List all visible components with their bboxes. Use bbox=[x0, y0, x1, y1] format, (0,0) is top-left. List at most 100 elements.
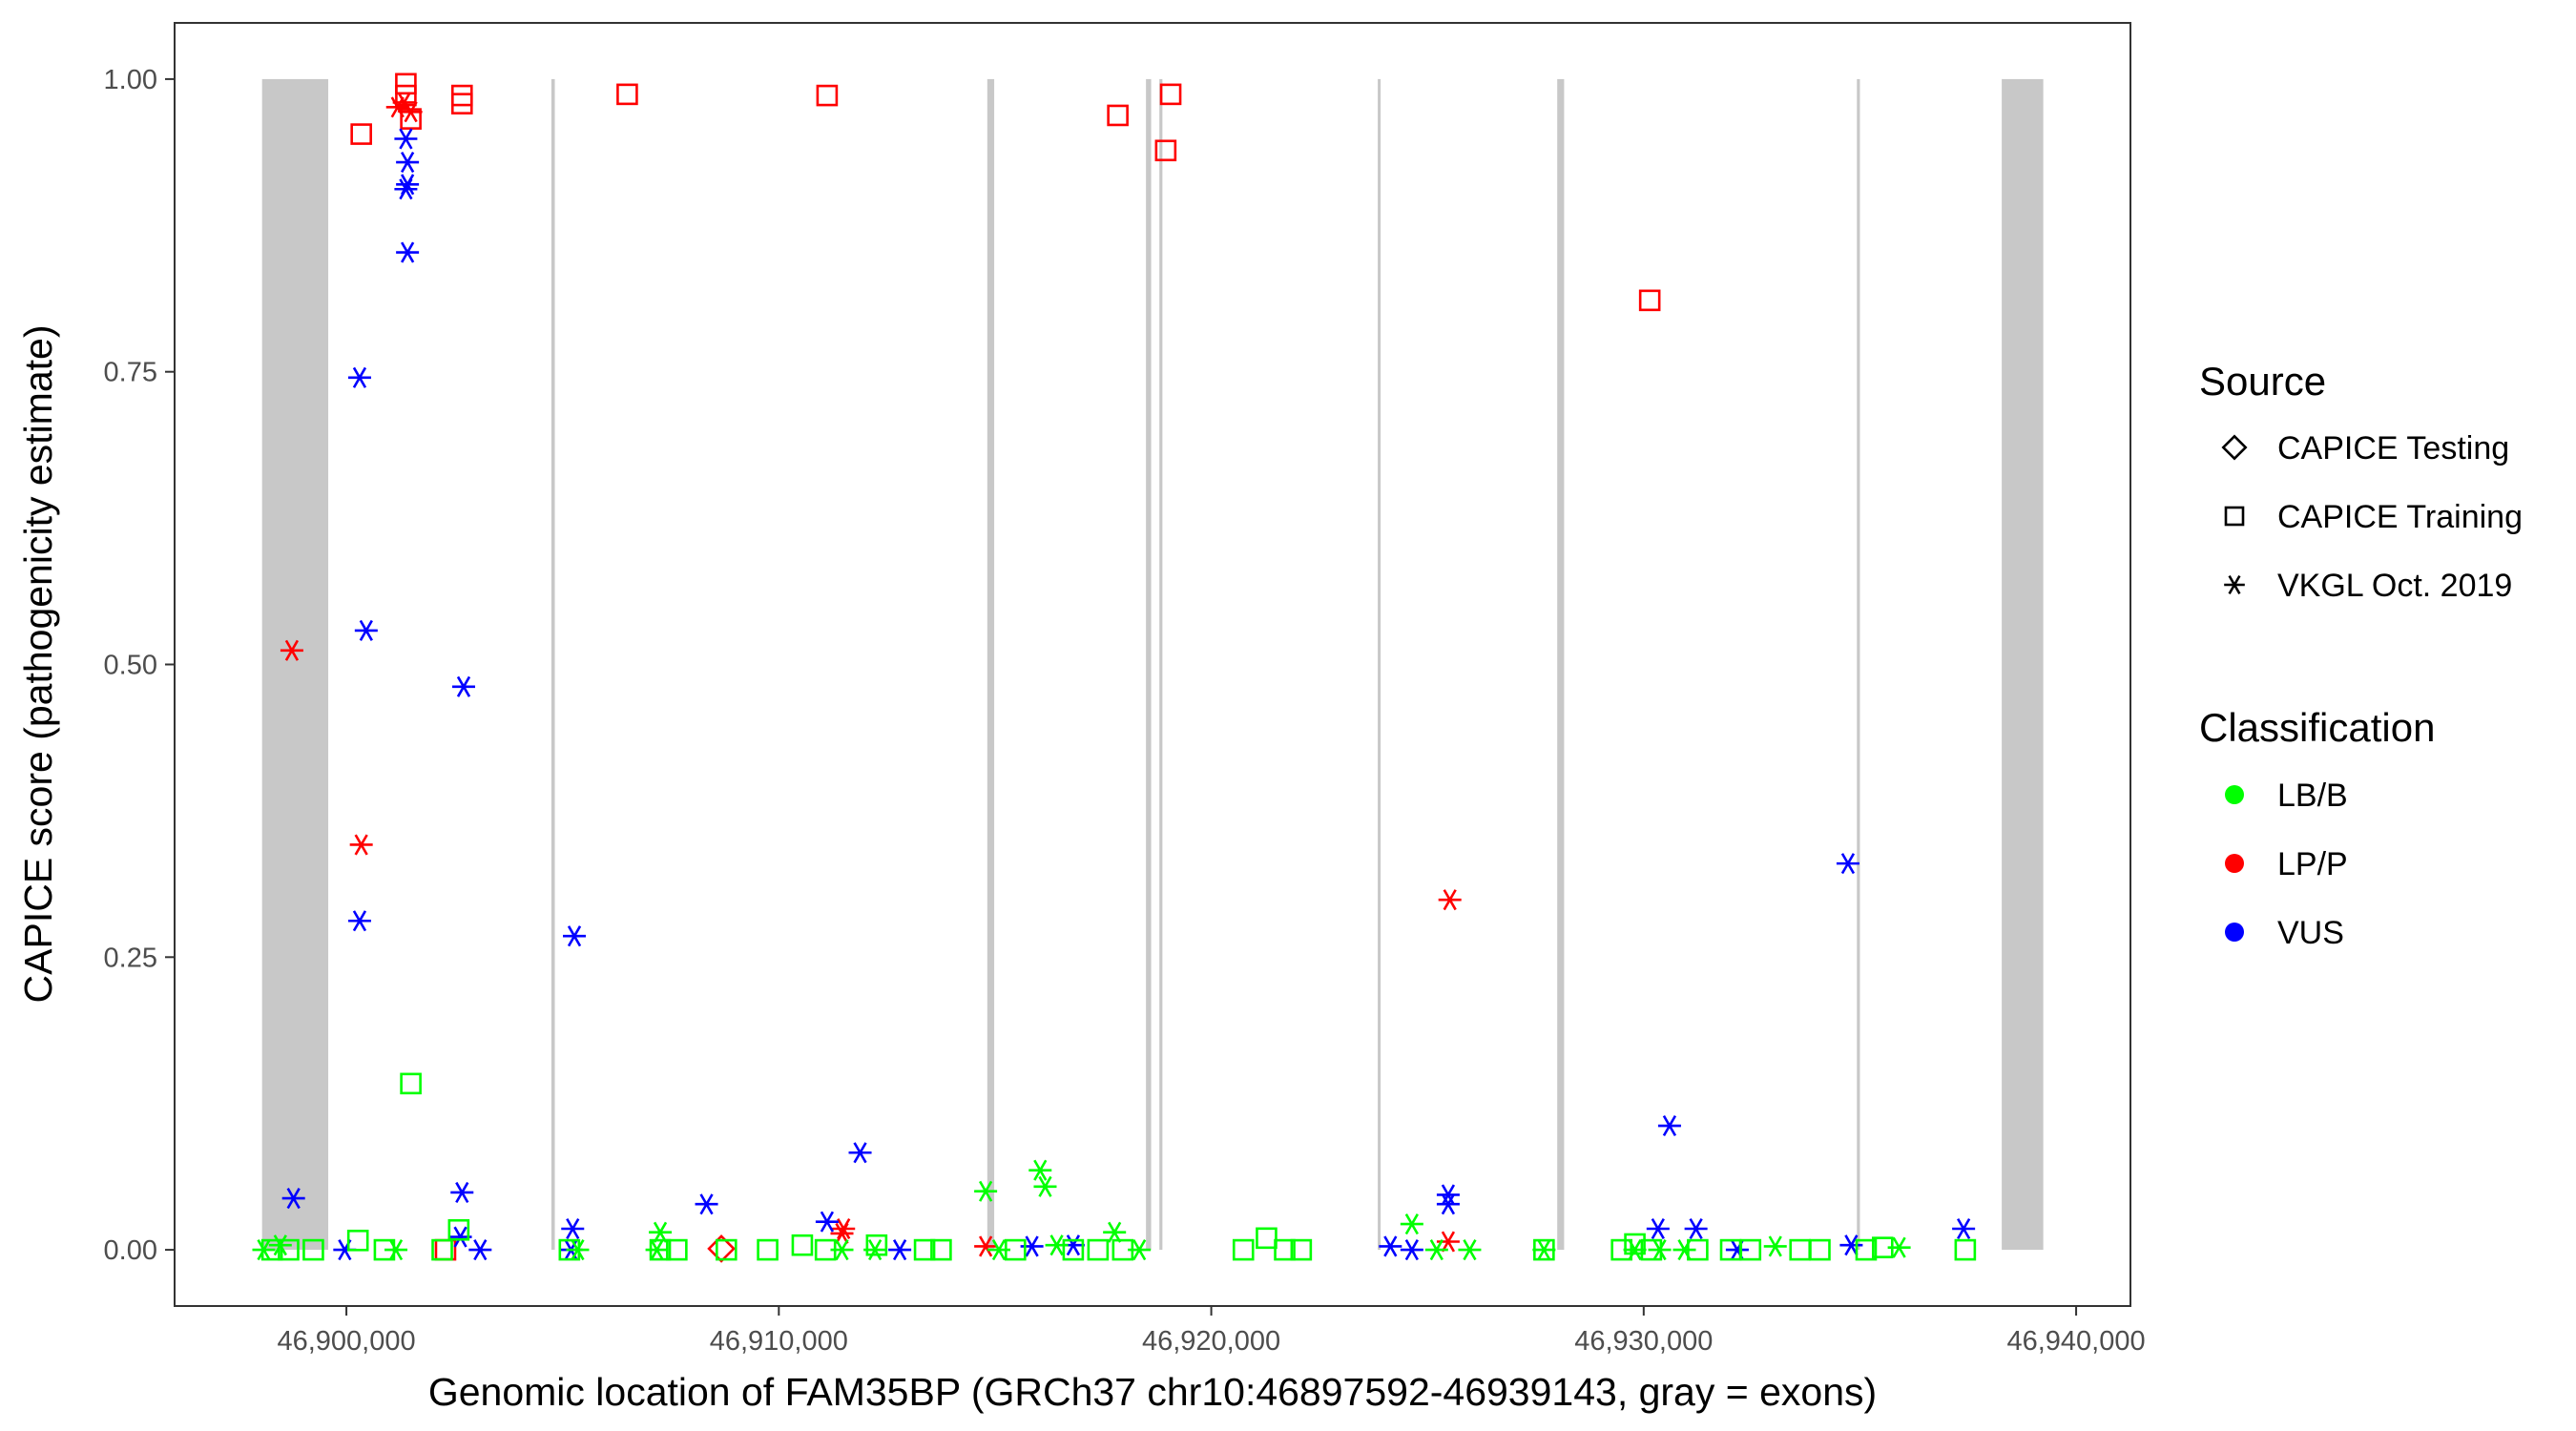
data-point bbox=[1128, 1239, 1152, 1261]
data-point bbox=[450, 1181, 474, 1204]
data-point bbox=[1033, 1175, 1057, 1197]
data-point bbox=[1739, 1238, 1762, 1261]
data-point bbox=[1400, 1213, 1423, 1235]
exon-bands bbox=[261, 78, 2044, 1251]
exon-band bbox=[1857, 78, 1860, 1251]
data-point bbox=[399, 101, 423, 123]
data-point bbox=[1646, 1217, 1670, 1240]
data-point bbox=[350, 123, 372, 145]
data-point bbox=[1638, 289, 1661, 312]
data-point bbox=[280, 639, 303, 661]
legend-item-label: CAPICE Testing bbox=[2277, 430, 2509, 467]
series-capice-testing-lp-p bbox=[707, 1234, 736, 1263]
data-point bbox=[450, 84, 473, 107]
data-points bbox=[252, 73, 1977, 1263]
data-point bbox=[974, 1180, 998, 1202]
data-point bbox=[346, 1229, 369, 1252]
data-point bbox=[1648, 1239, 1672, 1261]
data-point bbox=[347, 366, 371, 388]
data-point bbox=[1458, 1239, 1482, 1261]
data-point bbox=[302, 1238, 324, 1261]
data-point bbox=[816, 84, 839, 107]
x-tick-label: 46,900,000 bbox=[277, 1326, 415, 1357]
data-point bbox=[791, 1234, 814, 1256]
data-point bbox=[384, 1239, 408, 1261]
data-point bbox=[566, 1239, 590, 1261]
color-dot-icon bbox=[2225, 923, 2244, 942]
data-point bbox=[563, 925, 587, 947]
data-point bbox=[349, 834, 373, 856]
series-vkgl-oct-2019-lp-p bbox=[280, 92, 1462, 1257]
data-point bbox=[1809, 1238, 1831, 1261]
legend-item-label: CAPICE Training bbox=[2277, 499, 2523, 535]
data-point bbox=[468, 1239, 492, 1261]
exon-band bbox=[1557, 78, 1565, 1251]
y-tick-label: 0.00 bbox=[104, 1235, 157, 1266]
diamond-icon bbox=[2221, 434, 2248, 461]
color-dot-icon bbox=[2225, 854, 2244, 873]
y-tick-label: 0.50 bbox=[104, 651, 157, 681]
data-point bbox=[863, 1239, 887, 1261]
data-point bbox=[561, 1217, 585, 1240]
exon-band bbox=[551, 78, 555, 1251]
legend-item-label: VUS bbox=[2277, 915, 2344, 951]
data-point bbox=[1232, 1238, 1255, 1261]
series-vkgl-oct-2019-lb-b bbox=[252, 1159, 1911, 1261]
exon-band bbox=[1159, 78, 1163, 1251]
series-capice-training-lp-p bbox=[350, 73, 1661, 1261]
data-point bbox=[1087, 1238, 1110, 1261]
data-point bbox=[1400, 1239, 1423, 1261]
data-point bbox=[1836, 853, 1859, 875]
data-point bbox=[395, 73, 417, 95]
legend-classification-title: Classification bbox=[2199, 705, 2435, 750]
data-point bbox=[1954, 1238, 1977, 1261]
x-tick-label: 46,930,000 bbox=[1574, 1326, 1713, 1357]
series-vkgl-oct-2019-vus bbox=[281, 128, 1976, 1261]
legend-source-title: Source bbox=[2199, 359, 2326, 404]
legend-classification: Classification LB/B LP/P VUS bbox=[2199, 705, 2435, 951]
data-point bbox=[848, 1142, 872, 1164]
data-point bbox=[1290, 1238, 1313, 1261]
y-tick-label: 0.25 bbox=[104, 943, 157, 973]
data-point bbox=[396, 241, 420, 263]
data-point bbox=[987, 1239, 1010, 1261]
data-point bbox=[385, 96, 409, 118]
data-point bbox=[431, 1238, 453, 1261]
data-point bbox=[1952, 1217, 1976, 1240]
legend-item-label: VKGL Oct. 2019 bbox=[2277, 568, 2512, 604]
y-axis-title: CAPICE score (pathogenicity estimate) bbox=[16, 325, 60, 1004]
data-point bbox=[1855, 1238, 1878, 1261]
data-point bbox=[1379, 1235, 1402, 1257]
data-point bbox=[1045, 1234, 1069, 1256]
plot-panel-border bbox=[174, 22, 2131, 1307]
legend-item-label: LP/P bbox=[2277, 846, 2348, 882]
data-point bbox=[1623, 1239, 1647, 1261]
data-point bbox=[394, 178, 418, 200]
data-point bbox=[1725, 1239, 1749, 1261]
x-axis: 46,900,000 46,910,000 46,920,000 46,930,000… bbox=[277, 1306, 2146, 1357]
exon-band bbox=[987, 78, 995, 1251]
data-point bbox=[396, 151, 420, 174]
data-point bbox=[1154, 139, 1177, 162]
data-point bbox=[1839, 1234, 1863, 1256]
data-point bbox=[930, 1238, 952, 1261]
y-tick-label: 0.75 bbox=[104, 358, 157, 388]
data-point bbox=[695, 1193, 718, 1215]
data-point bbox=[1684, 1217, 1708, 1240]
data-point bbox=[974, 1235, 998, 1257]
data-point bbox=[913, 1238, 936, 1261]
data-point bbox=[1107, 104, 1129, 127]
data-point bbox=[616, 83, 638, 106]
data-point bbox=[268, 1234, 292, 1256]
x-axis-title: Genomic location of FAM35BP (GRCh37 chr1… bbox=[428, 1370, 1877, 1414]
data-point bbox=[645, 1239, 669, 1261]
y-tick-label: 1.00 bbox=[104, 65, 157, 95]
data-point bbox=[1672, 1239, 1696, 1261]
data-point bbox=[649, 1221, 673, 1243]
data-point bbox=[1062, 1238, 1085, 1261]
data-point bbox=[757, 1238, 779, 1261]
data-point bbox=[451, 675, 475, 697]
data-point bbox=[1424, 1239, 1448, 1261]
data-point bbox=[450, 93, 473, 114]
